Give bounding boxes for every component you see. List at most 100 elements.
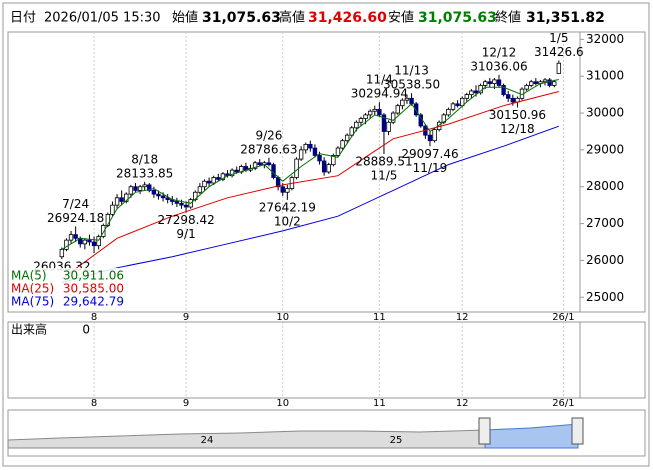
candle-body	[377, 108, 382, 116]
candle-body	[404, 97, 410, 101]
candle-body	[165, 197, 170, 201]
candle-body	[147, 184, 152, 191]
header-open: 31,075.63	[202, 10, 281, 26]
annotation-value: 27642.19	[259, 200, 316, 214]
candle-body	[114, 197, 120, 206]
volume-tick: 0	[82, 323, 90, 337]
candle-body	[400, 99, 405, 107]
candle-body	[501, 85, 506, 96]
candle-body	[510, 97, 516, 103]
candle-body	[220, 173, 226, 180]
candle-body	[464, 94, 469, 99]
candle-body	[183, 204, 189, 208]
y-tick-label: 31000	[586, 69, 624, 83]
annotation-date: 11/19	[413, 161, 448, 175]
annotation-date: 1/5	[549, 31, 568, 45]
volume-label: 出来高	[11, 322, 47, 337]
navigator-handle[interactable]	[478, 417, 491, 445]
candle-body	[266, 162, 272, 166]
candle-body	[483, 81, 488, 86]
candle-body	[506, 94, 511, 99]
annotation-value: 28786.63	[240, 142, 297, 156]
header-datetime: 2026/01/05 15:30	[44, 11, 161, 26]
main-panel	[7, 31, 646, 313]
annotation-value: 28133.85	[116, 166, 173, 180]
header-label: 始値	[172, 10, 198, 26]
candle-body	[234, 169, 239, 173]
y-tick-label: 27000	[586, 216, 624, 230]
x-tick-label: 9	[183, 398, 189, 409]
y-tick-label: 32000	[586, 32, 624, 46]
candle-body	[151, 190, 157, 195]
candle-body	[312, 147, 318, 156]
annotation-value: 30294.94	[351, 87, 408, 101]
candle-body	[473, 90, 479, 94]
volume-panel	[7, 321, 646, 399]
candle-body	[372, 108, 377, 112]
candle-body	[317, 155, 322, 162]
candle-body	[487, 81, 493, 84]
candle-body	[124, 193, 129, 202]
candle-body	[552, 81, 557, 86]
annotation-date: 9/26	[255, 128, 282, 142]
candle-body	[133, 186, 138, 191]
legend-name: MA(25)	[11, 282, 54, 296]
candle-body	[285, 188, 290, 193]
x-tick-label: 8	[91, 398, 97, 409]
navigator-area	[7, 429, 486, 449]
candle-body	[395, 105, 400, 114]
y-tick-label: 28000	[586, 179, 624, 193]
candle-body	[252, 162, 258, 169]
legend-value: 29,642.79	[63, 295, 124, 309]
x-tick-label: 10	[276, 312, 289, 323]
y-tick-label: 25000	[586, 290, 624, 304]
candle-body	[174, 201, 180, 204]
candle-body	[321, 160, 327, 173]
candle-body	[202, 180, 207, 188]
y-tick-label: 30000	[586, 106, 624, 120]
candle-body	[349, 127, 354, 136]
annotation-date: 8/18	[131, 152, 158, 166]
x-tick-label: 11	[373, 312, 386, 323]
annotation-value: 30538.50	[383, 78, 440, 92]
candle-body	[73, 234, 78, 239]
candle-body	[91, 241, 97, 247]
annotation-date: 11/13	[394, 64, 429, 78]
annotation-value: 31426.6	[534, 45, 584, 59]
header-high: 31,426.60	[308, 10, 387, 26]
annotation-value: 27298.42	[157, 213, 214, 227]
candle-body	[542, 79, 548, 83]
x-tick-label: 12	[456, 398, 469, 409]
candle-body	[206, 180, 212, 184]
candle-body	[450, 103, 456, 110]
candle-body	[469, 90, 474, 96]
annotation-value: 28889.51	[355, 154, 412, 168]
candle-body	[229, 169, 235, 177]
candle-body	[335, 147, 341, 156]
x-tick-label: 12	[456, 312, 469, 323]
annotation-value: 29097.46	[401, 147, 458, 161]
candle-body	[533, 81, 539, 84]
navigator-handle[interactable]	[571, 417, 584, 445]
candle-body	[496, 79, 502, 86]
candle-body	[524, 85, 529, 90]
navigator: 24 25	[7, 409, 646, 457]
candle-body	[179, 202, 184, 206]
candle-body	[386, 121, 391, 132]
candle-body	[308, 143, 313, 149]
y-tick-label: 29000	[586, 142, 624, 156]
header-label: 終値	[495, 10, 521, 26]
legend-value: 30,911.06	[63, 269, 124, 283]
candle-body	[142, 184, 147, 188]
x-tick-label: 10	[276, 398, 289, 409]
candle-body	[271, 164, 276, 178]
annotation-date: 9/1	[176, 227, 195, 241]
navigator-label: 24	[201, 435, 214, 446]
candle-body	[354, 121, 359, 129]
candle-body	[160, 195, 166, 199]
legend-name: MA(75)	[11, 295, 54, 309]
candle-body	[68, 234, 74, 241]
x-tick-label: 26/1	[552, 312, 574, 323]
